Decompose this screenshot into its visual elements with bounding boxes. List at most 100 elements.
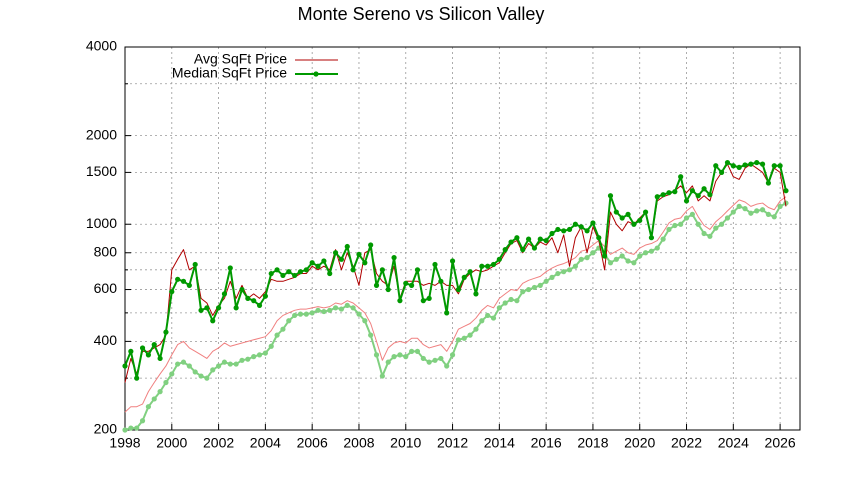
series-marker [175,276,181,282]
series-marker [420,298,426,304]
series-marker [642,250,649,256]
series-line [124,196,787,413]
series-marker [525,286,532,293]
series-marker [666,190,672,196]
series-marker [724,215,731,221]
series-marker [683,198,690,204]
series-marker [332,250,339,256]
series-marker [514,235,520,241]
x-tick-label: 2012 [437,435,468,451]
series-marker [385,359,391,365]
x-tick-label: 2008 [343,435,374,451]
series-marker [256,302,263,309]
series-marker [327,270,333,277]
series-marker [338,306,345,312]
series-marker [719,169,725,175]
series-marker [736,164,742,170]
series-marker [724,159,731,166]
series-line [124,161,787,380]
series-marker [268,343,274,349]
series-marker [157,355,163,362]
series-marker [637,253,643,259]
series-marker [759,161,766,167]
series-marker [239,357,245,363]
series-marker [672,189,678,195]
series-marker [555,226,561,233]
y-tick-label: 2000 [86,126,117,142]
series-marker [502,300,508,306]
series-marker [490,261,497,268]
series-marker [566,267,573,273]
series-marker [297,269,304,275]
series-marker [748,210,754,216]
series-marker [531,284,538,291]
series-marker [426,359,432,365]
series-marker [467,269,473,275]
series-marker [251,298,257,304]
series-marker [151,396,157,402]
series-marker [701,186,707,192]
series-marker [672,222,678,229]
series-marker [134,425,140,431]
x-tick-label: 2018 [577,435,608,451]
series-marker [192,261,198,268]
y-tick-label: 600 [94,280,118,296]
series-marker [777,163,783,169]
series-marker [461,335,467,341]
series-marker [642,209,649,215]
y-tick-label: 1500 [86,163,117,179]
series-marker [210,367,216,373]
series-marker [134,375,140,381]
series-marker [660,236,666,242]
series-marker [654,194,660,200]
series-marker [496,256,502,262]
series-marker [245,356,251,362]
series-marker [239,286,245,293]
series-marker [403,354,409,360]
series-marker [736,203,742,209]
x-tick-label: 2006 [297,435,328,451]
series-marker [619,253,625,259]
series-marker [122,427,128,433]
series-marker [520,289,526,295]
series-marker [274,267,280,273]
series-marker [204,305,210,311]
x-tick-label: 2020 [624,435,655,451]
series-marker [368,332,374,338]
series-marker [350,305,356,311]
series-marker [204,375,210,381]
series-marker [180,278,187,284]
legend-label: Avg SqFt Price [194,51,287,67]
series-marker [262,350,268,356]
series-marker [122,363,128,369]
series-marker [783,188,789,194]
series-marker [438,278,444,284]
plot-frame [124,46,801,431]
series-marker [438,355,444,362]
series-marker [572,221,578,227]
series-marker [303,311,309,317]
series-marker [280,272,286,279]
series-marker [186,282,192,288]
series-marker [432,261,438,268]
series-marker [719,221,725,227]
series-marker [613,256,619,262]
series-marker [198,307,204,313]
series-marker [344,302,350,309]
series-marker [590,220,596,226]
series-marker [449,258,456,264]
series-marker [584,228,590,234]
series-marker [549,274,555,280]
series-marker [572,263,578,269]
series-marker [777,203,783,209]
series-marker [713,225,719,231]
x-tick-label: 2026 [765,435,796,451]
series-marker [303,267,309,273]
series-marker [678,221,684,227]
series-marker [549,230,555,237]
series-marker [391,255,397,261]
series-marker [514,298,520,304]
series-marker [157,389,163,395]
series-marker [128,425,134,431]
